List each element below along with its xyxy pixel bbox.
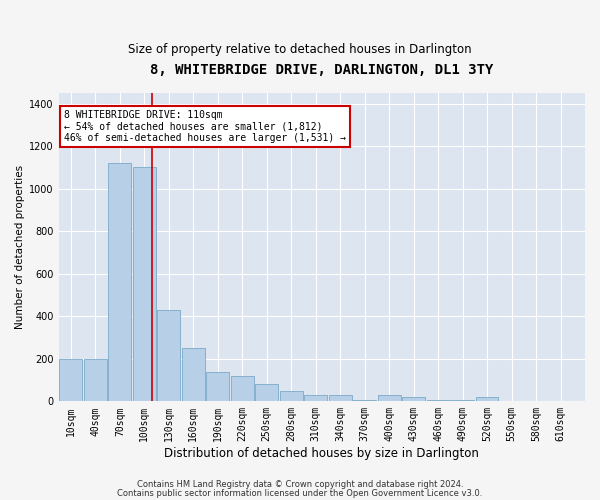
Bar [133, 168, 156, 402]
Title: 8, WHITEBRIDGE DRIVE, DARLINGTON, DL1 3TY: 8, WHITEBRIDGE DRIVE, DARLINGTON, DL1 3T… [150, 62, 494, 76]
Y-axis label: Number of detached properties: Number of detached properties [15, 165, 25, 329]
Bar [378, 395, 401, 402]
Bar [157, 310, 180, 402]
Text: 8 WHITEBRIDGE DRIVE: 110sqm
← 54% of detached houses are smaller (1,812)
46% of : 8 WHITEBRIDGE DRIVE: 110sqm ← 54% of det… [64, 110, 346, 143]
Bar [402, 397, 425, 402]
Text: Size of property relative to detached houses in Darlington: Size of property relative to detached ho… [128, 42, 472, 56]
Bar [427, 400, 449, 402]
Bar [329, 395, 352, 402]
Bar [256, 384, 278, 402]
Bar [206, 372, 229, 402]
Bar [451, 400, 474, 402]
Text: Contains public sector information licensed under the Open Government Licence v3: Contains public sector information licen… [118, 488, 482, 498]
Bar [84, 359, 107, 402]
Bar [59, 359, 82, 402]
Bar [109, 163, 131, 402]
Bar [182, 348, 205, 402]
Bar [280, 390, 302, 402]
Bar [231, 376, 254, 402]
Bar [353, 400, 376, 402]
Bar [304, 395, 327, 402]
Bar [476, 397, 499, 402]
Text: Contains HM Land Registry data © Crown copyright and database right 2024.: Contains HM Land Registry data © Crown c… [137, 480, 463, 489]
X-axis label: Distribution of detached houses by size in Darlington: Distribution of detached houses by size … [164, 447, 479, 460]
